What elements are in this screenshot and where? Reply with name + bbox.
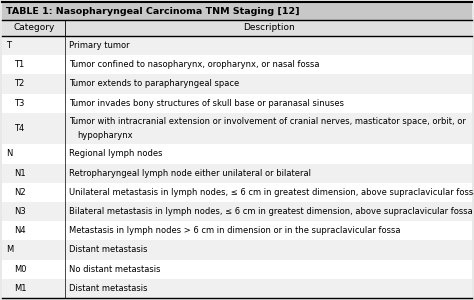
Text: N3: N3 (14, 207, 26, 216)
Text: Retropharyngeal lymph node either unilateral or bilateral: Retropharyngeal lymph node either unilat… (70, 169, 311, 178)
Text: Primary tumor: Primary tumor (70, 41, 130, 50)
Bar (2, 202, 472, 221)
Text: No distant metastasis: No distant metastasis (70, 265, 161, 274)
Text: N2: N2 (14, 188, 26, 197)
Text: TABLE 1: Nasopharyngeal Carcinoma TNM Staging [12]: TABLE 1: Nasopharyngeal Carcinoma TNM St… (6, 7, 300, 16)
Text: M0: M0 (14, 265, 27, 274)
Bar (2, 113, 472, 144)
Bar (2, 74, 472, 94)
Text: Category: Category (13, 23, 55, 32)
Text: Tumor extends to parapharyngeal space: Tumor extends to parapharyngeal space (70, 80, 240, 88)
Text: T2: T2 (14, 80, 24, 88)
Text: M1: M1 (14, 284, 27, 293)
Bar (2, 20, 472, 36)
Bar (2, 164, 472, 183)
Text: N4: N4 (14, 226, 26, 235)
Bar (2, 260, 472, 279)
Text: N: N (6, 149, 12, 158)
Text: Distant metastasis: Distant metastasis (70, 284, 148, 293)
Text: Regional lymph nodes: Regional lymph nodes (70, 149, 163, 158)
Text: Tumor invades bony structures of skull base or paranasal sinuses: Tumor invades bony structures of skull b… (70, 99, 345, 108)
Bar (2, 2, 472, 20)
Text: T: T (6, 41, 11, 50)
Bar (2, 240, 472, 260)
Text: Bilateral metastasis in lymph nodes, ≤ 6 cm in greatest dimension, above supracl: Bilateral metastasis in lymph nodes, ≤ 6… (70, 207, 473, 216)
Text: N1: N1 (14, 169, 26, 178)
Text: Description: Description (243, 23, 295, 32)
Bar (2, 55, 472, 74)
Bar (2, 36, 472, 55)
Text: Distant metastasis: Distant metastasis (70, 245, 148, 254)
Text: T1: T1 (14, 60, 24, 69)
Bar (2, 221, 472, 240)
Text: hypopharynx: hypopharynx (77, 131, 133, 140)
Bar (2, 279, 472, 298)
Text: T4: T4 (14, 124, 24, 133)
Text: M: M (6, 245, 13, 254)
Text: Unilateral metastasis in lymph nodes, ≤ 6 cm in greatest dimension, above suprac: Unilateral metastasis in lymph nodes, ≤ … (70, 188, 474, 197)
Text: Tumor confined to nasopharynx, oropharynx, or nasal fossa: Tumor confined to nasopharynx, oropharyn… (70, 60, 320, 69)
Bar (2, 144, 472, 164)
Text: Metastasis in lymph nodes > 6 cm in dimension or in the supraclavicular fossa: Metastasis in lymph nodes > 6 cm in dime… (70, 226, 401, 235)
Bar (2, 94, 472, 113)
Bar (2, 183, 472, 202)
Text: T3: T3 (14, 99, 24, 108)
Text: Tumor with intracranial extension or involvement of cranial nerves, masticator s: Tumor with intracranial extension or inv… (70, 117, 466, 126)
